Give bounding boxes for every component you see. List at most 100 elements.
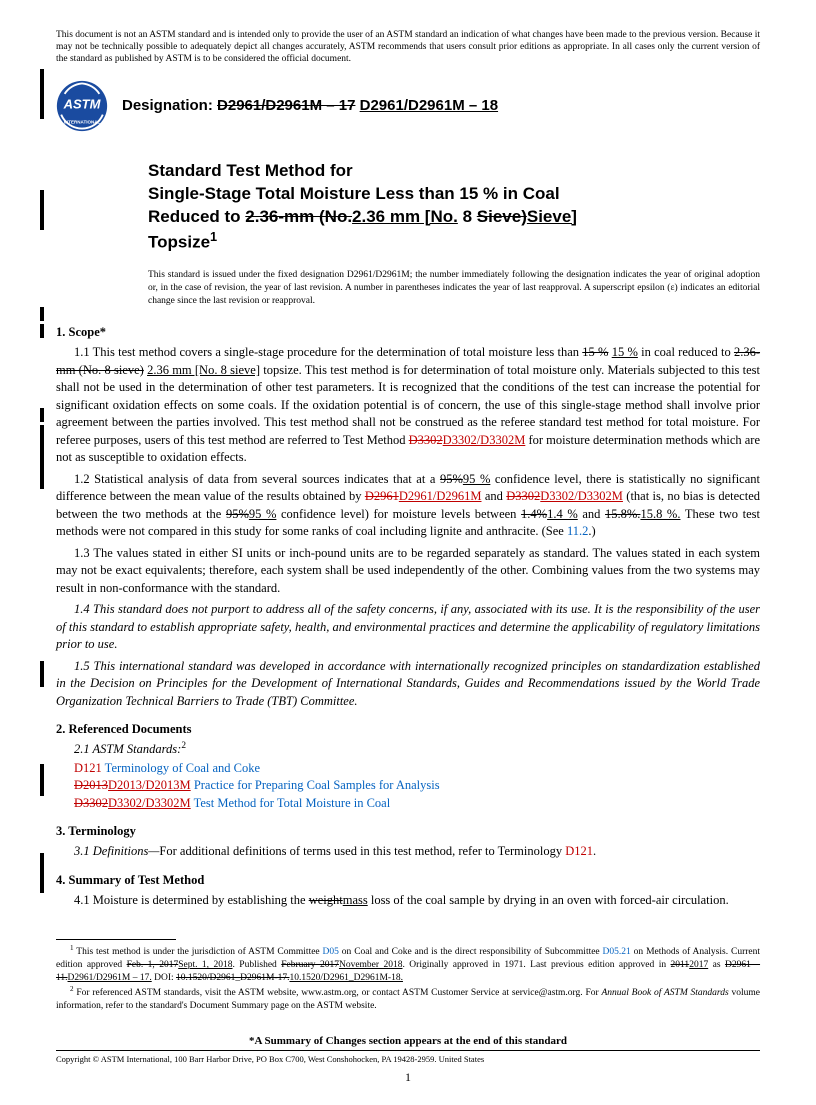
s1-2-new5: 1.4 % <box>547 507 578 521</box>
s1-2-e: confidence level) for moisture levels be… <box>276 507 521 521</box>
change-bar <box>40 764 44 796</box>
fn1-old3: 2011 <box>671 960 690 970</box>
s1-1-old3[interactable]: D3302 <box>409 433 443 447</box>
s1-2-f: and <box>578 507 605 521</box>
s1-2-new6: 15.8 %. <box>640 507 680 521</box>
fn1-new5: 10.1520/D2961_D2961M-18. <box>289 973 402 983</box>
fn1-a: This test method is under the jurisdicti… <box>74 947 323 957</box>
terminology-heading: 3. Terminology <box>56 824 760 839</box>
designation-new: D2961/D2961M – 18 <box>360 97 498 114</box>
para-1-2: 1.2 Statistical analysis of data from se… <box>56 471 760 541</box>
footnote-2: 2 For referenced ASTM standards, visit t… <box>56 985 760 1013</box>
title-line3-old: 2.36-mm (No. <box>245 207 352 226</box>
s1-2-new2[interactable]: D2961/D2961M <box>399 489 482 503</box>
copyright: Copyright © ASTM International, 100 Barr… <box>56 1054 760 1064</box>
title-line3-new: 2.36 mm [No. <box>352 207 458 226</box>
change-bar <box>40 324 44 338</box>
s1-1-old1: 15 % <box>582 345 608 359</box>
change-bar <box>40 190 44 230</box>
s1-1-new2: 2.36 mm [No. 8 sieve] <box>147 363 260 377</box>
s1-2-ref[interactable]: 11.2 <box>567 524 588 538</box>
s4-1-a: 4.1 Moisture is determined by establishi… <box>74 893 309 907</box>
title-line4: Topsize <box>148 233 210 252</box>
fn2-i: Annual Book of ASTM Standards <box>601 988 728 998</box>
fn1-link2[interactable]: D05.21 <box>603 947 631 957</box>
s4-1-old: weight <box>309 893 343 907</box>
s2-sup: 2 <box>181 741 186 751</box>
ref1-title[interactable]: Terminology of Coal and Coke <box>102 761 260 775</box>
title-line3-prefix: Reduced to <box>148 207 245 226</box>
fn1-link1[interactable]: D05 <box>323 947 339 957</box>
fn1-d: . Published <box>233 960 282 970</box>
top-notice: This document is not an ASTM standard an… <box>56 30 760 66</box>
fn2-a: For referenced ASTM standards, visit the… <box>74 988 602 998</box>
s1-2-new3[interactable]: D3302/D3302M <box>540 489 623 503</box>
s4-1-new: mass <box>343 893 368 907</box>
page-number: 1 <box>56 1070 760 1085</box>
title-sup: 1 <box>210 229 217 244</box>
scope-heading: 1. Scope* <box>56 325 760 340</box>
s3-1-c: . <box>593 844 596 858</box>
ref1-code[interactable]: D121 <box>74 761 102 775</box>
change-bar <box>40 69 44 119</box>
refdocs-sub: 2.1 ASTM Standards:2 <box>56 741 760 757</box>
refdocs-heading: 2. Referenced Documents <box>56 722 760 737</box>
para-1-5: 1.5 This international standard was deve… <box>56 658 760 711</box>
summary-note: *A Summary of Changes section appears at… <box>56 1035 760 1047</box>
s1-2-new1: 95 % <box>463 472 490 486</box>
s1-2-old1: 95% <box>440 472 463 486</box>
s1-2-h: .) <box>588 524 595 538</box>
designation-old: D2961/D2961M – 17 <box>217 97 355 114</box>
ref3-title[interactable]: Test Method for Total Moisture in Coal <box>191 796 391 810</box>
s3-1-a: 3.1 Definitions— <box>74 844 159 858</box>
para-3-1: 3.1 Definitions—For additional definitio… <box>56 843 760 861</box>
fn1-old5: 10.1520/D2961_D2961M-17. <box>176 973 289 983</box>
s1-1-new3[interactable]: D3302/D3302M <box>443 433 526 447</box>
s1-2-old4: 95% <box>226 507 249 521</box>
s3-1-b: For additional definitions of terms used… <box>159 844 565 858</box>
fn1-e: . Originally approved in 1971. Last prev… <box>402 960 670 970</box>
fn1-old1: Feb. 1, 2017 <box>127 960 179 970</box>
para-4-1: 4.1 Moisture is determined by establishi… <box>56 892 760 910</box>
para-1-3: 1.3 The values stated in either SI units… <box>56 545 760 598</box>
bottom-rule <box>56 1050 760 1051</box>
title-block: Standard Test Method for Single-Stage To… <box>148 160 760 255</box>
svg-text:ASTM: ASTM <box>63 96 102 111</box>
fn1-new2: November 2018 <box>339 960 403 970</box>
designation: Designation: D2961/D2961M – 17 D2961/D29… <box>122 97 498 114</box>
ref-d2013: D2013D2013/D2013M Practice for Preparing… <box>56 777 760 795</box>
s1-2-old3[interactable]: D3302 <box>506 489 540 503</box>
fn1-b: on Coal and Coke and is the direct respo… <box>339 947 603 957</box>
title-line2: Single-Stage Total Moisture Less than 15… <box>148 184 560 203</box>
para-1-4: 1.4 This standard does not purport to ad… <box>56 601 760 654</box>
s1-2-c: and <box>482 489 507 503</box>
issue-note: This standard is issued under the fixed … <box>148 269 760 307</box>
title-line3-old2: Sieve) <box>477 207 527 226</box>
change-bar <box>40 307 44 321</box>
ref3-old[interactable]: D3302 <box>74 796 108 810</box>
ref3-new[interactable]: D3302/D3302M <box>108 796 191 810</box>
s1-2-old6: 15.8%. <box>605 507 640 521</box>
doc-title: Standard Test Method for Single-Stage To… <box>148 160 760 255</box>
fn1-new1: Sept. 1, 2018 <box>178 960 232 970</box>
s2-1: 2.1 ASTM Standards: <box>74 743 181 757</box>
ref2-new[interactable]: D2013/D2013M <box>108 778 191 792</box>
ref2-title[interactable]: Practice for Preparing Coal Samples for … <box>191 778 440 792</box>
ref-d3302: D3302D3302/D3302M Test Method for Total … <box>56 795 760 813</box>
s1-2-old2[interactable]: D2961 <box>365 489 399 503</box>
ref2-old[interactable]: D2013 <box>74 778 108 792</box>
summary-heading: 4. Summary of Test Method <box>56 873 760 888</box>
change-bar <box>40 425 44 489</box>
change-bar <box>40 661 44 687</box>
s1-2-new4: 95 % <box>249 507 277 521</box>
ref-d121: D121 Terminology of Coal and Coke <box>56 760 760 778</box>
s1-2-a: 1.2 Statistical analysis of data from se… <box>74 472 440 486</box>
change-bar <box>40 853 44 893</box>
footnotes-rule <box>56 939 176 940</box>
svg-text:INTERNATIONAL: INTERNATIONAL <box>64 119 101 124</box>
s4-1-b: loss of the coal sample by drying in an … <box>368 893 729 907</box>
s3-1-ref[interactable]: D121 <box>565 844 593 858</box>
s1-2-old5: 1.4% <box>521 507 547 521</box>
para-1-1: 1.1 This test method covers a single-sta… <box>56 344 760 467</box>
title-line3-mid: 8 <box>458 207 477 226</box>
